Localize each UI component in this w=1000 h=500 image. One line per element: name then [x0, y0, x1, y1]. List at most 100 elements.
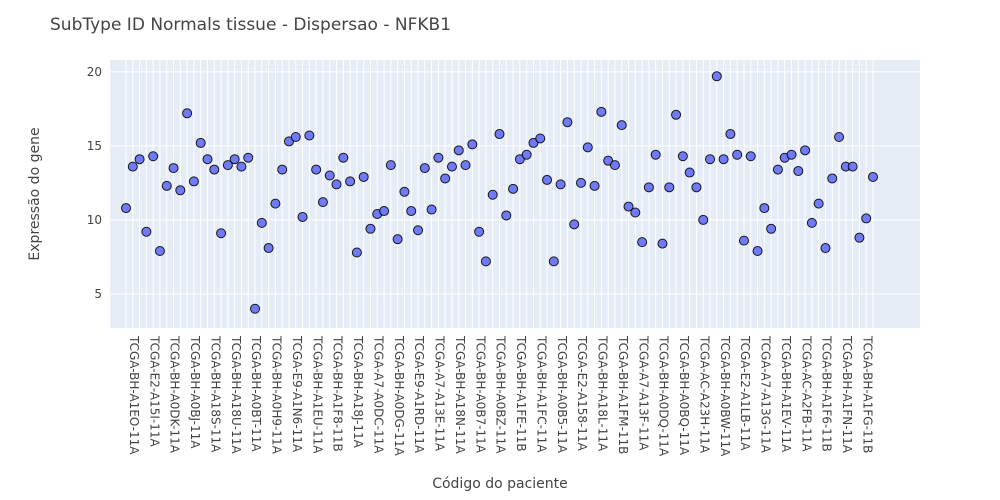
data-point[interactable] — [209, 164, 220, 175]
data-point[interactable] — [698, 214, 709, 225]
data-point[interactable] — [419, 163, 430, 174]
data-point[interactable] — [582, 142, 593, 153]
data-point[interactable] — [555, 179, 566, 190]
data-point[interactable] — [453, 145, 464, 156]
data-point[interactable] — [345, 176, 356, 187]
data-point[interactable] — [569, 219, 580, 230]
data-point[interactable] — [202, 154, 213, 165]
data-point[interactable] — [446, 161, 457, 172]
data-point[interactable] — [351, 247, 362, 258]
data-point[interactable] — [195, 137, 206, 148]
data-point[interactable] — [732, 149, 743, 160]
data-point[interactable] — [290, 131, 301, 142]
data-point[interactable] — [487, 189, 498, 200]
data-point[interactable] — [440, 173, 451, 184]
data-point[interactable] — [413, 225, 424, 236]
data-point[interactable] — [854, 232, 865, 243]
data-point[interactable] — [467, 139, 478, 150]
data-point[interactable] — [480, 256, 491, 267]
data-point[interactable] — [650, 149, 661, 160]
data-point[interactable] — [623, 201, 634, 212]
data-point[interactable] — [494, 129, 505, 140]
data-point[interactable] — [738, 235, 749, 246]
data-point[interactable] — [127, 161, 138, 172]
data-point[interactable] — [338, 152, 349, 163]
data-point[interactable] — [827, 173, 838, 184]
data-point[interactable] — [834, 131, 845, 142]
data-point[interactable] — [331, 179, 342, 190]
data-point[interactable] — [250, 303, 261, 314]
data-point[interactable] — [766, 223, 777, 234]
data-point[interactable] — [175, 185, 186, 196]
data-point[interactable] — [868, 171, 878, 182]
data-point[interactable] — [752, 246, 763, 257]
data-point[interactable] — [508, 183, 519, 194]
data-point[interactable] — [711, 71, 722, 82]
data-point[interactable] — [664, 182, 675, 193]
data-point[interactable] — [304, 130, 315, 141]
data-point[interactable] — [311, 164, 322, 175]
data-point[interactable] — [474, 226, 485, 237]
data-point[interactable] — [772, 164, 783, 175]
data-point[interactable] — [861, 213, 872, 224]
data-point[interactable] — [745, 151, 756, 162]
data-point[interactable] — [691, 182, 702, 193]
data-point[interactable] — [379, 206, 390, 217]
data-point[interactable] — [168, 163, 179, 174]
data-point[interactable] — [630, 207, 641, 218]
data-point[interactable] — [575, 177, 586, 188]
data-point[interactable] — [637, 237, 648, 248]
data-point[interactable] — [426, 204, 437, 215]
data-point[interactable] — [188, 176, 199, 187]
data-point[interactable] — [270, 198, 281, 209]
data-point[interactable] — [222, 160, 233, 171]
data-point[interactable] — [406, 206, 417, 217]
data-point[interactable] — [718, 154, 729, 165]
data-point[interactable] — [589, 180, 600, 191]
data-point[interactable] — [684, 167, 695, 178]
data-point[interactable] — [548, 256, 559, 267]
data-point[interactable] — [705, 154, 716, 165]
data-point[interactable] — [263, 243, 274, 254]
data-point[interactable] — [460, 160, 471, 171]
data-point[interactable] — [277, 164, 288, 175]
data-point[interactable] — [793, 166, 804, 177]
data-point[interactable] — [847, 161, 858, 172]
data-point[interactable] — [643, 182, 654, 193]
data-point[interactable] — [433, 152, 444, 163]
data-point[interactable] — [141, 226, 152, 237]
data-point[interactable] — [365, 223, 376, 234]
data-point[interactable] — [392, 234, 403, 245]
data-point[interactable] — [806, 217, 817, 228]
data-point[interactable] — [385, 160, 396, 171]
data-point[interactable] — [759, 203, 770, 214]
data-point[interactable] — [161, 180, 172, 191]
data-point[interactable] — [521, 149, 532, 160]
data-point[interactable] — [786, 149, 797, 160]
data-point[interactable] — [813, 198, 824, 209]
data-point[interactable] — [501, 210, 512, 221]
data-point[interactable] — [182, 108, 193, 119]
data-point[interactable] — [134, 154, 145, 165]
data-point[interactable] — [535, 133, 546, 144]
data-point[interactable] — [677, 151, 688, 162]
data-point[interactable] — [399, 186, 410, 197]
data-point[interactable] — [324, 170, 335, 181]
data-point[interactable] — [243, 152, 254, 163]
data-point[interactable] — [297, 211, 308, 222]
data-point[interactable] — [725, 129, 736, 140]
data-point[interactable] — [542, 174, 553, 185]
data-point[interactable] — [148, 151, 159, 162]
data-point[interactable] — [657, 238, 668, 249]
data-point[interactable] — [256, 217, 267, 228]
data-point[interactable] — [562, 117, 573, 128]
data-point[interactable] — [317, 197, 328, 208]
data-point[interactable] — [216, 228, 227, 239]
data-point[interactable] — [596, 106, 607, 117]
data-point[interactable] — [154, 246, 165, 257]
data-point[interactable] — [609, 160, 620, 171]
data-point[interactable] — [229, 154, 240, 165]
data-point[interactable] — [671, 109, 682, 120]
data-point[interactable] — [800, 145, 811, 156]
data-point[interactable] — [820, 243, 831, 254]
